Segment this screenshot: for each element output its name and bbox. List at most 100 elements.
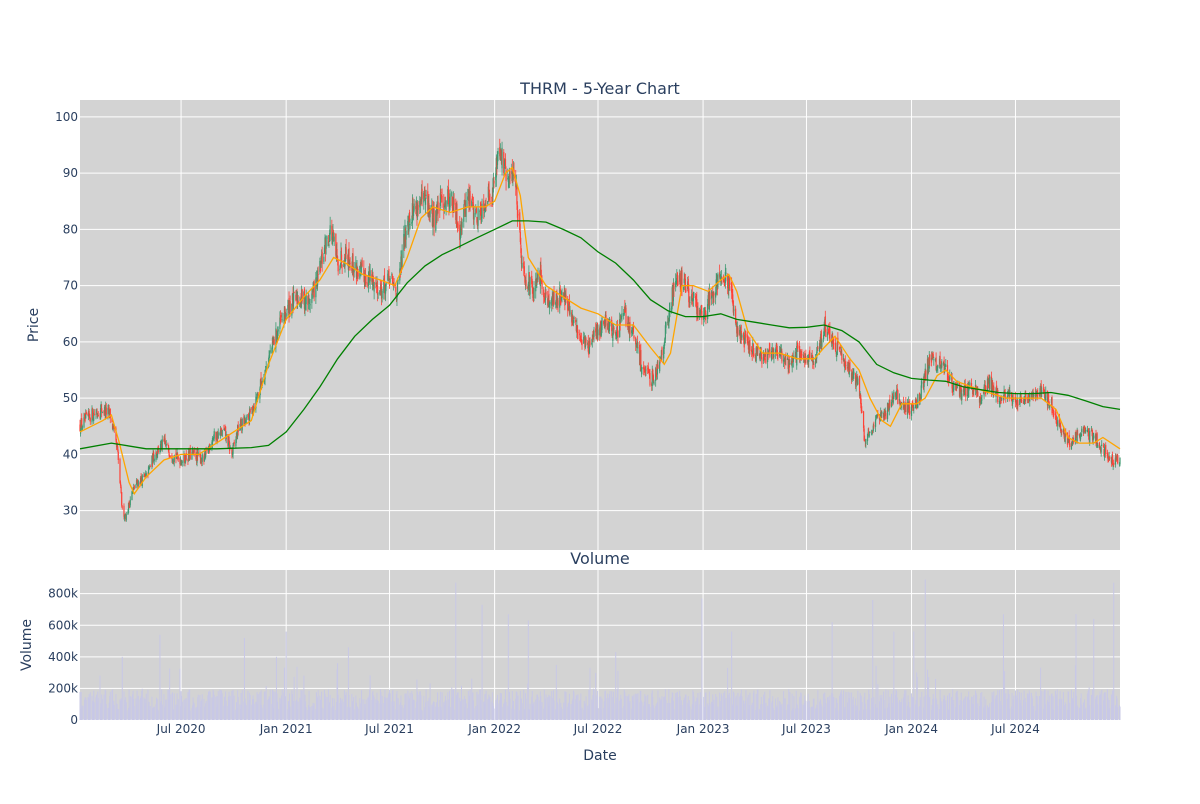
candle-body xyxy=(1089,431,1090,442)
volume-bar xyxy=(270,690,271,720)
volume-bar xyxy=(234,696,235,720)
candle-body xyxy=(601,318,602,330)
volume-bar xyxy=(889,697,890,720)
volume-bar xyxy=(370,675,371,720)
volume-bar xyxy=(749,693,750,720)
candle-down xyxy=(1117,454,1118,465)
candle-body xyxy=(293,292,294,304)
volume-bar xyxy=(582,708,583,720)
candle-body xyxy=(957,387,958,388)
volume-bar xyxy=(761,704,762,720)
volume-bar xyxy=(298,702,299,720)
candle-body xyxy=(653,381,654,384)
candle-body xyxy=(178,456,179,459)
volume-bar xyxy=(466,703,467,720)
volume-bar xyxy=(562,709,563,720)
candle-body xyxy=(617,326,618,330)
candle-body xyxy=(773,354,774,357)
volume-bar xyxy=(881,695,882,720)
volume-bar xyxy=(186,698,187,720)
candle-body xyxy=(266,366,267,369)
volume-bar xyxy=(434,702,435,720)
candle-body xyxy=(135,484,136,488)
candle-body xyxy=(517,214,518,215)
candle-body xyxy=(749,340,750,351)
candle-body xyxy=(1057,420,1058,426)
volume-bar xyxy=(258,694,259,720)
candle-body xyxy=(1061,430,1062,432)
candle-body xyxy=(575,320,576,322)
candle-body xyxy=(280,319,281,320)
candle-body xyxy=(270,350,271,352)
candle-body xyxy=(392,276,393,282)
volume-bar xyxy=(645,696,646,720)
volume-bar xyxy=(154,707,155,720)
candle-body xyxy=(465,200,466,217)
candle-body xyxy=(781,351,782,361)
price-y-tick-label: 90 xyxy=(63,166,78,180)
candle-body xyxy=(86,412,87,414)
candle-body xyxy=(493,181,494,184)
volume-bar xyxy=(266,686,267,720)
volume-bar xyxy=(629,701,630,720)
candle-body xyxy=(269,354,270,357)
candle-up xyxy=(917,394,918,409)
volume-bar xyxy=(390,693,391,720)
candle-body xyxy=(1017,400,1018,406)
volume-bar xyxy=(146,694,147,720)
volume-bar xyxy=(753,691,754,720)
volume-bar xyxy=(833,697,834,720)
candle-body xyxy=(1101,445,1102,446)
volume-bar xyxy=(202,694,203,720)
candle-body xyxy=(649,373,650,386)
price-y-tick-label: 80 xyxy=(63,222,78,236)
candle-body xyxy=(891,402,892,407)
candle-body xyxy=(621,313,622,317)
candle-body xyxy=(727,276,728,288)
candle-body xyxy=(290,301,291,312)
candle-body xyxy=(545,292,546,295)
volume-bar xyxy=(530,704,531,720)
candle-body xyxy=(869,434,870,437)
candle-body xyxy=(90,418,91,421)
candle-body xyxy=(202,454,203,462)
candle-body xyxy=(1101,447,1102,452)
candle-body xyxy=(945,364,946,366)
candle-body xyxy=(370,270,371,281)
candle-body xyxy=(214,431,215,438)
candle-body xyxy=(805,356,806,363)
volume-bar xyxy=(861,702,862,720)
candle-body xyxy=(549,302,550,304)
volume-bar xyxy=(590,668,591,720)
volume-bar xyxy=(394,701,395,720)
candle-body xyxy=(677,280,678,285)
candle-body xyxy=(801,354,802,356)
candle-body xyxy=(733,309,734,310)
candle-body xyxy=(250,409,251,412)
volume-bar xyxy=(438,707,439,720)
candle-body xyxy=(809,352,810,358)
volume-bar xyxy=(278,709,279,720)
volume-bar xyxy=(422,710,423,720)
candle-body xyxy=(757,349,758,351)
volume-bar xyxy=(570,704,571,720)
volume-bar xyxy=(665,700,666,720)
candle-body xyxy=(933,359,934,360)
candle-body xyxy=(875,419,876,427)
candle-body xyxy=(813,364,814,365)
volume-bar xyxy=(661,696,662,720)
candle-body xyxy=(449,193,450,207)
candle-body xyxy=(1077,434,1078,435)
candle-body xyxy=(1001,398,1002,400)
volume-bar xyxy=(849,692,850,720)
volume-bar xyxy=(498,703,499,720)
candle-body xyxy=(473,213,474,220)
volume-bar xyxy=(598,708,599,720)
candle-body xyxy=(745,334,746,338)
volume-bar xyxy=(534,702,535,720)
candle-body xyxy=(797,345,798,348)
candle-body xyxy=(501,148,502,169)
volume-bar xyxy=(138,696,139,720)
candle-body xyxy=(897,390,898,404)
